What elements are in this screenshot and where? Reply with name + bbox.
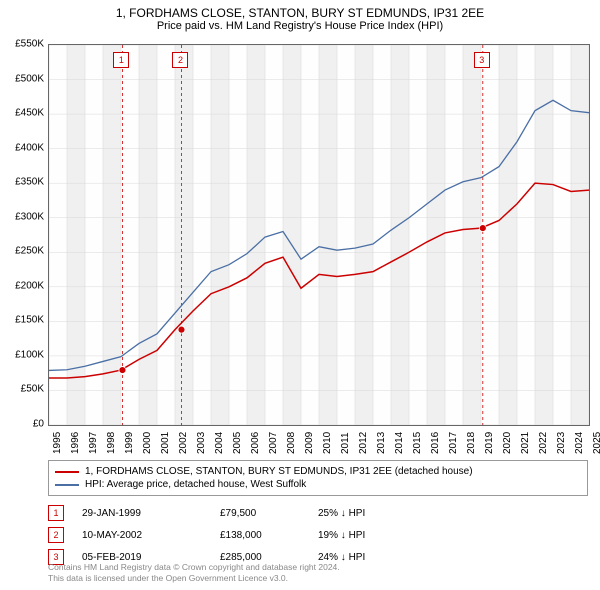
plot-svg xyxy=(49,45,589,425)
xtick-label: 1995 xyxy=(52,432,63,454)
marker-row-1: 2 10-MAY-2002 £138,000 19% ↓ HPI xyxy=(48,524,588,546)
xtick-label: 2024 xyxy=(574,432,585,454)
marker-flag-2: 2 xyxy=(172,52,188,68)
xtick-label: 1999 xyxy=(124,432,135,454)
marker-delta-1: 19% ↓ HPI xyxy=(318,530,418,541)
xtick-label: 2012 xyxy=(358,432,369,454)
xtick-label: 2022 xyxy=(538,432,549,454)
ytick-label: £500K xyxy=(15,73,44,84)
legend-label-1: HPI: Average price, detached house, West… xyxy=(85,479,306,490)
marker-date-0: 29-JAN-1999 xyxy=(82,508,202,519)
ytick-label: £100K xyxy=(15,349,44,360)
ytick-label: £0 xyxy=(33,419,44,430)
chart-title: 1, FORDHAMS CLOSE, STANTON, BURY ST EDMU… xyxy=(0,0,600,20)
ytick-label: £350K xyxy=(15,177,44,188)
marker-price-0: £79,500 xyxy=(220,508,300,519)
ytick-label: £300K xyxy=(15,211,44,222)
xtick-label: 2006 xyxy=(250,432,261,454)
xtick-label: 2011 xyxy=(340,432,351,454)
xtick-label: 2016 xyxy=(430,432,441,454)
xtick-label: 1997 xyxy=(88,432,99,454)
marker-flag-3: 3 xyxy=(474,52,490,68)
plot-area xyxy=(48,44,590,426)
ytick-label: £550K xyxy=(15,39,44,50)
xtick-label: 2010 xyxy=(322,432,333,454)
xtick-label: 2008 xyxy=(286,432,297,454)
marker-price-2: £285,000 xyxy=(220,552,300,563)
marker-num-1: 2 xyxy=(48,527,64,543)
markers-table: 1 29-JAN-1999 £79,500 25% ↓ HPI 2 10-MAY… xyxy=(48,502,588,568)
marker-row-0: 1 29-JAN-1999 £79,500 25% ↓ HPI xyxy=(48,502,588,524)
xtick-label: 2019 xyxy=(484,432,495,454)
marker-flag-1: 1 xyxy=(113,52,129,68)
xtick-label: 1998 xyxy=(106,432,117,454)
xtick-label: 2025 xyxy=(592,432,600,454)
footer: Contains HM Land Registry data © Crown c… xyxy=(48,562,340,584)
ytick-label: £250K xyxy=(15,246,44,257)
ytick-label: £200K xyxy=(15,280,44,291)
legend-swatch-0 xyxy=(55,471,79,473)
footer-line1: Contains HM Land Registry data © Crown c… xyxy=(48,562,340,573)
xtick-label: 2004 xyxy=(214,432,225,454)
xtick-label: 2000 xyxy=(142,432,153,454)
ytick-label: £400K xyxy=(15,142,44,153)
marker-delta-0: 25% ↓ HPI xyxy=(318,508,418,519)
xtick-label: 2001 xyxy=(160,432,171,454)
marker-delta-2: 24% ↓ HPI xyxy=(318,552,418,563)
xtick-label: 2013 xyxy=(376,432,387,454)
xtick-label: 2003 xyxy=(196,432,207,454)
xtick-label: 2009 xyxy=(304,432,315,454)
ytick-label: £50K xyxy=(21,384,44,395)
marker-date-2: 05-FEB-2019 xyxy=(82,552,202,563)
marker-date-1: 10-MAY-2002 xyxy=(82,530,202,541)
xtick-label: 2017 xyxy=(448,432,459,454)
ytick-label: £450K xyxy=(15,108,44,119)
legend-swatch-1 xyxy=(55,484,79,486)
legend-label-0: 1, FORDHAMS CLOSE, STANTON, BURY ST EDMU… xyxy=(85,466,473,477)
xtick-label: 2014 xyxy=(394,432,405,454)
marker-num-0: 1 xyxy=(48,505,64,521)
ytick-label: £150K xyxy=(15,315,44,326)
xtick-label: 2023 xyxy=(556,432,567,454)
marker-price-1: £138,000 xyxy=(220,530,300,541)
xtick-label: 2002 xyxy=(178,432,189,454)
xtick-label: 2020 xyxy=(502,432,513,454)
xtick-label: 2018 xyxy=(466,432,477,454)
xtick-label: 2005 xyxy=(232,432,243,454)
xtick-label: 2015 xyxy=(412,432,423,454)
chart-subtitle: Price paid vs. HM Land Registry's House … xyxy=(0,20,600,36)
legend: 1, FORDHAMS CLOSE, STANTON, BURY ST EDMU… xyxy=(48,460,588,496)
legend-row-0: 1, FORDHAMS CLOSE, STANTON, BURY ST EDMU… xyxy=(55,465,581,478)
xtick-label: 2007 xyxy=(268,432,279,454)
xtick-label: 1996 xyxy=(70,432,81,454)
xtick-label: 2021 xyxy=(520,432,531,454)
footer-line2: This data is licensed under the Open Gov… xyxy=(48,573,340,584)
chart-container: 1, FORDHAMS CLOSE, STANTON, BURY ST EDMU… xyxy=(0,0,600,590)
legend-row-1: HPI: Average price, detached house, West… xyxy=(55,478,581,491)
